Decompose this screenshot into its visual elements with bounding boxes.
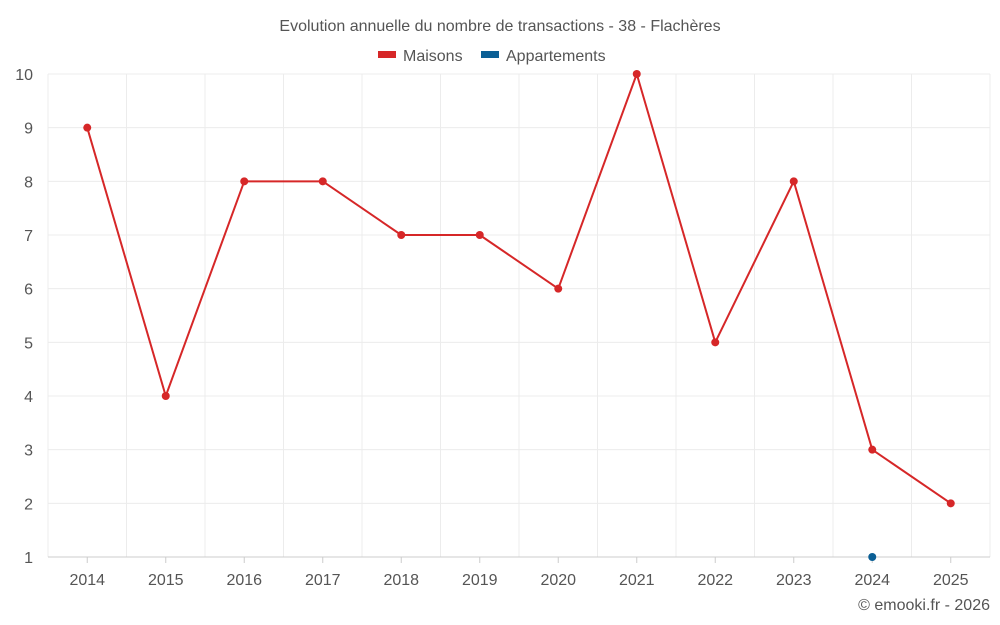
x-tick-label-2024: 2024	[854, 572, 890, 589]
y-tick-label-1: 1	[24, 550, 33, 567]
y-tick-label-6: 6	[24, 282, 33, 299]
data-point-maisons-2022[interactable]	[711, 338, 720, 347]
chart-title: Evolution annuelle du nombre de transact…	[279, 18, 720, 35]
x-tick-label-2022: 2022	[697, 572, 733, 589]
legend: Maisons Appartements	[378, 48, 606, 65]
axes: 1 2 3 4 5 6 7 8 9 10 2014 2015 2016 2017 2018 2019 2020 2…	[15, 67, 990, 589]
legend-item-maisons[interactable]: Maisons	[378, 48, 463, 65]
x-tick-label-2015: 2015	[148, 572, 184, 589]
y-tick-label-7: 7	[24, 228, 33, 245]
y-tick-label-3: 3	[24, 443, 33, 460]
y-tick-label-4: 4	[24, 389, 33, 406]
x-tick-label-2025: 2025	[933, 572, 969, 589]
data-point-maisons-2025[interactable]	[946, 499, 955, 508]
x-tick-label-2014: 2014	[69, 572, 105, 589]
x-tick-label-2018: 2018	[383, 572, 419, 589]
x-tick-label-2017: 2017	[305, 572, 341, 589]
legend-swatch-appartements	[481, 51, 499, 58]
y-tick-label-8: 8	[24, 174, 33, 191]
series	[83, 70, 955, 561]
data-point-maisons-2017[interactable]	[318, 177, 327, 186]
legend-swatch-maisons	[378, 51, 396, 58]
series-appartements	[868, 553, 877, 561]
data-point-maisons-2019[interactable]	[475, 231, 484, 239]
data-point-maisons-2016[interactable]	[240, 177, 249, 186]
series-maisons	[83, 70, 955, 508]
data-point-maisons-2020[interactable]	[554, 284, 563, 293]
x-tick-label-2016: 2016	[226, 572, 262, 589]
data-point-appartements-2024[interactable]	[868, 553, 877, 561]
x-tick-label-2021: 2021	[619, 572, 655, 589]
data-point-maisons-2023[interactable]	[789, 177, 798, 186]
legend-label-appartements: Appartements	[506, 48, 606, 65]
credit-text: © emooki.fr - 2026	[858, 597, 990, 614]
data-point-maisons-2024[interactable]	[868, 445, 877, 454]
y-tick-label-5: 5	[24, 335, 33, 352]
x-tick-label-2020: 2020	[540, 572, 576, 589]
x-tick-label-2023: 2023	[776, 572, 812, 589]
y-tick-label-9: 9	[24, 121, 33, 138]
data-point-maisons-2018[interactable]	[397, 231, 406, 239]
grid	[47, 73, 991, 557]
data-point-maisons-2021[interactable]	[632, 70, 641, 78]
y-tick-label-2: 2	[24, 496, 33, 513]
x-tick-label-2019: 2019	[462, 572, 498, 589]
legend-item-appartements[interactable]: Appartements	[481, 48, 606, 65]
data-point-maisons-2014[interactable]	[83, 123, 92, 132]
y-tick-label-10: 10	[15, 67, 33, 84]
data-point-maisons-2015[interactable]	[161, 392, 170, 400]
series-line-maisons	[86, 73, 952, 505]
legend-label-maisons: Maisons	[403, 48, 463, 65]
